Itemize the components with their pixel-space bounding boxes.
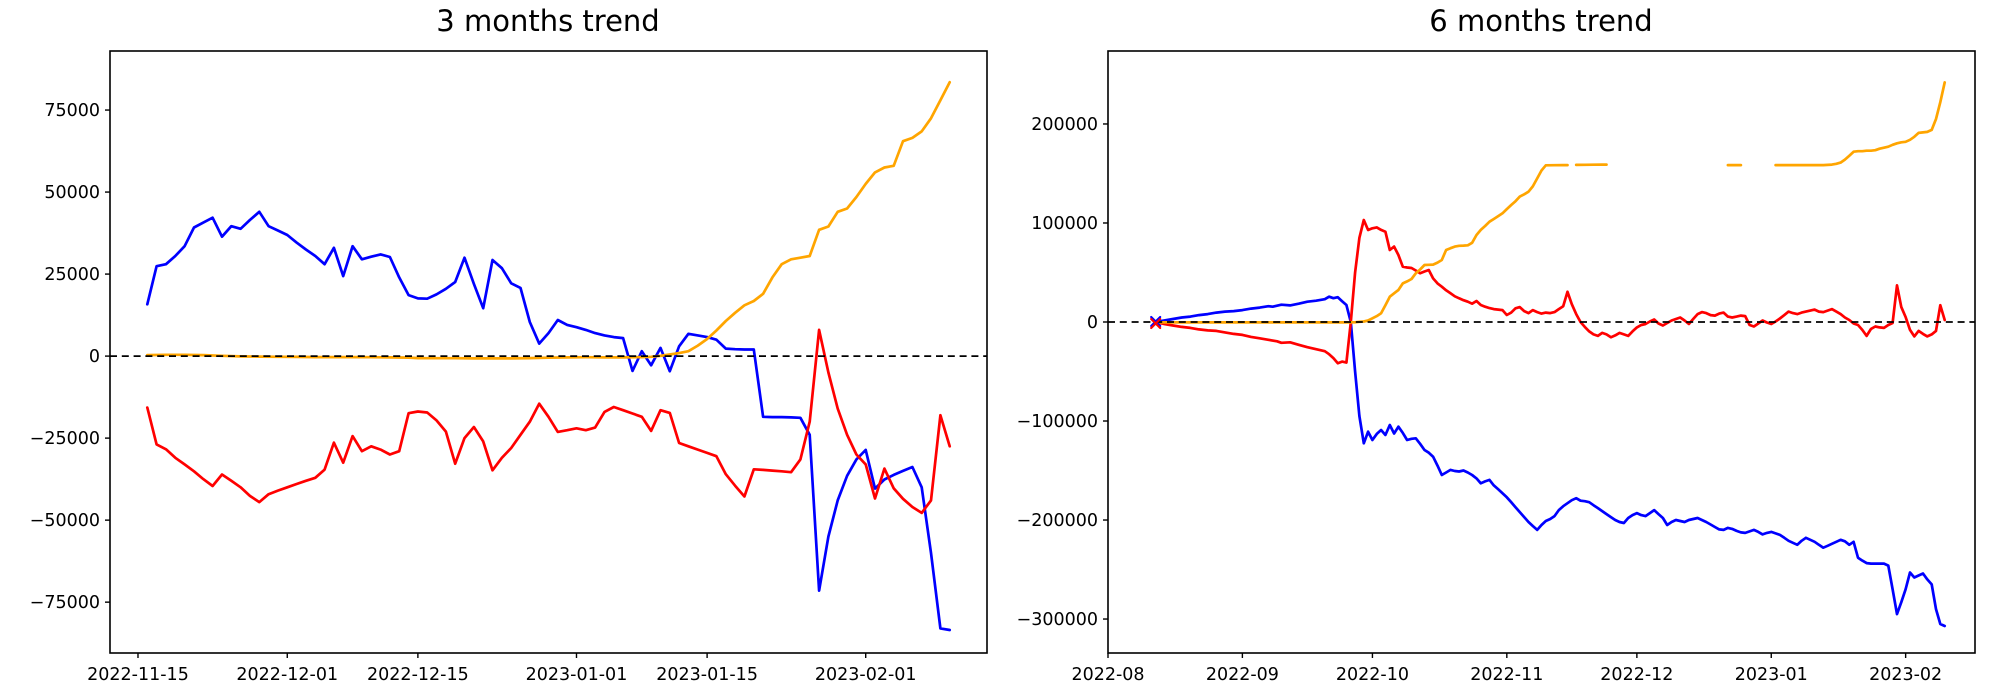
- chart-title-3-months: 3 months trend: [436, 4, 660, 38]
- x-tick-label: 2023-01-01: [526, 665, 628, 685]
- series-line-blue-series: [1154, 295, 1947, 628]
- start-marker-x-red-series: [1150, 317, 1162, 330]
- start-marker-x-blue-series: [1150, 315, 1162, 328]
- x-tick-label: 2023-02: [1869, 665, 1942, 685]
- y-tick-label: 50000: [44, 183, 100, 203]
- y-tick-label: 100000: [1031, 214, 1098, 234]
- x-tick-label: 2022-08: [1071, 665, 1144, 685]
- x-tick-label: 2022-11: [1470, 665, 1543, 685]
- y-tick-label: −75000: [30, 593, 100, 613]
- y-tick-label: 25000: [44, 265, 100, 285]
- x-tick-label: 2022-12-15: [367, 665, 469, 685]
- y-tick-label: −25000: [30, 429, 100, 449]
- chart-6-months-trend: 200000 100000 0 −100000 −200000 −300000 2022-0…: [1017, 50, 1976, 685]
- chart-3-months-trend: 75000 50000 25000 0 −25000 −50000 −75000 2022-1…: [30, 50, 988, 685]
- x-tick-label: 2022-12-01: [236, 665, 338, 685]
- y-tick-label: −100000: [1017, 412, 1098, 432]
- x-tick-label: 2022-12: [1600, 665, 1673, 685]
- series-line-red-series: [145, 328, 952, 515]
- y-tick-label: 75000: [44, 101, 100, 121]
- x-tick-label: 2022-09: [1206, 665, 1279, 685]
- y-tick-label: 0: [89, 347, 100, 367]
- y-tick-label: −300000: [1017, 610, 1098, 630]
- series-line-orange-series: [1154, 81, 1947, 324]
- y-tick-label: 0: [1087, 313, 1098, 333]
- y-tick-label: −50000: [30, 511, 100, 531]
- series-line-orange-series: [145, 80, 952, 360]
- plot-frame: [1107, 50, 1976, 654]
- x-tick-label: 2023-01: [1735, 665, 1808, 685]
- series-line-blue-series: [145, 210, 952, 632]
- chart-title-6-months: 6 months trend: [1429, 4, 1653, 38]
- x-tick-label: 2022-11-15: [87, 665, 189, 685]
- plot-frame: [109, 50, 988, 654]
- x-tick-label: 2022-10: [1336, 665, 1409, 685]
- series-line-red-series: [1154, 218, 1947, 365]
- x-tick-label: 2023-01-15: [656, 665, 758, 685]
- y-tick-label: 200000: [1031, 115, 1098, 135]
- y-tick-label: −200000: [1017, 511, 1098, 531]
- x-tick-label: 2023-02-01: [815, 665, 917, 685]
